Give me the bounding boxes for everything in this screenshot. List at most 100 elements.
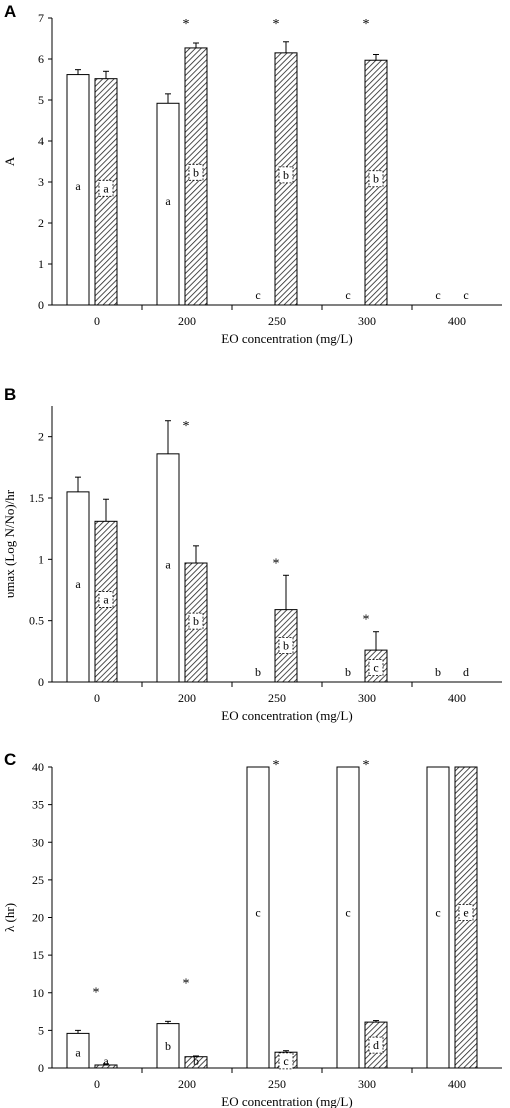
y-tick-label: 0 bbox=[38, 675, 44, 689]
y-tick-label: 1 bbox=[38, 257, 44, 271]
x-tick-label: 250 bbox=[268, 691, 286, 705]
significance-star: * bbox=[93, 985, 100, 1000]
significance-letter: b bbox=[193, 614, 199, 628]
y-axis-label: A bbox=[2, 156, 17, 166]
x-tick-label: 400 bbox=[448, 314, 466, 328]
significance-letter: b bbox=[283, 638, 289, 652]
significance-letter: c bbox=[435, 905, 440, 919]
significance-letter: b bbox=[373, 172, 379, 186]
significance-star: * bbox=[363, 758, 370, 773]
letter-box bbox=[368, 659, 384, 677]
y-tick-label: 10 bbox=[32, 986, 44, 1000]
x-tick-label: 300 bbox=[358, 1077, 376, 1091]
significance-letter: b bbox=[283, 168, 289, 182]
significance-letter: d bbox=[463, 665, 469, 679]
significance-letter: c bbox=[435, 288, 440, 302]
significance-letter: b bbox=[255, 665, 261, 679]
significance-star: * bbox=[183, 419, 190, 434]
y-axis-label: λ (hr) bbox=[2, 903, 17, 932]
letter-box bbox=[98, 179, 114, 197]
x-tick-label: 300 bbox=[358, 691, 376, 705]
x-tick-label: 200 bbox=[178, 691, 196, 705]
y-tick-label: 0 bbox=[38, 298, 44, 312]
significance-letter: c bbox=[345, 288, 350, 302]
hatched-bar bbox=[184, 1056, 208, 1069]
y-tick-label: 15 bbox=[32, 948, 44, 962]
x-tick-label: 300 bbox=[358, 314, 376, 328]
y-tick-label: 6 bbox=[38, 52, 44, 66]
y-tick-label: 1.5 bbox=[29, 491, 44, 505]
y-tick-label: 40 bbox=[32, 760, 44, 774]
significance-letter: b bbox=[193, 1054, 199, 1068]
x-tick-label: 250 bbox=[268, 314, 286, 328]
letter-box bbox=[188, 163, 204, 181]
chart-a-svg: A 0 1 2 3 4 5 6 7 A 0 a a 200 a b * 250 c b * 300 c b * 400 c c EO c… bbox=[2, 2, 502, 346]
significance-letter: b bbox=[435, 665, 441, 679]
significance-letter: a bbox=[103, 592, 109, 606]
significance-letter: b bbox=[193, 165, 199, 179]
x-axis-label: EO concentration (mg/L) bbox=[221, 331, 352, 346]
y-axis-label: υmax (Log N/No)/hr bbox=[2, 489, 17, 598]
y-tick-label: 4 bbox=[38, 134, 44, 148]
x-tick-label: 0 bbox=[94, 1077, 100, 1091]
letter-box bbox=[368, 1036, 384, 1054]
significance-star: * bbox=[363, 613, 370, 628]
x-tick-label: 200 bbox=[178, 314, 196, 328]
y-tick-label: 20 bbox=[32, 911, 44, 925]
open-bar bbox=[246, 766, 270, 1069]
significance-letter: a bbox=[75, 1045, 81, 1059]
y-tick-label: 0.5 bbox=[29, 614, 44, 628]
y-tick-label: 7 bbox=[38, 11, 44, 25]
chart-b-svg: B 0 0.5 1 1.5 2 υmax (Log N/No)/hr 0 a a 200 a b * 250… bbox=[2, 385, 502, 723]
significance-letter: a bbox=[165, 557, 171, 571]
y-tick-label: 0 bbox=[38, 1061, 44, 1075]
open-bar bbox=[336, 766, 360, 1069]
chart-panel-a: A 0 1 2 3 4 5 6 7 A 0 a a 200 a b * 250 c b * 300 c b * 400 c c EO c… bbox=[0, 0, 510, 369]
significance-letter: b bbox=[165, 1039, 171, 1053]
x-axis-label: EO concentration (mg/L) bbox=[221, 1094, 352, 1108]
significance-letter: a bbox=[75, 577, 81, 591]
panel-letter: B bbox=[4, 385, 16, 404]
significance-letter: c bbox=[255, 905, 260, 919]
y-tick-label: 1 bbox=[38, 552, 44, 566]
significance-star: * bbox=[363, 17, 370, 32]
significance-letter: a bbox=[75, 179, 81, 193]
significance-letter: a bbox=[103, 181, 109, 195]
y-tick-label: 35 bbox=[32, 798, 44, 812]
letter-box bbox=[188, 612, 204, 630]
significance-letter: c bbox=[283, 1054, 288, 1068]
significance-letter: c bbox=[255, 288, 260, 302]
significance-letter: a bbox=[165, 194, 171, 208]
letter-box bbox=[278, 1052, 294, 1070]
y-tick-label: 3 bbox=[38, 175, 44, 189]
significance-letter: c bbox=[463, 288, 468, 302]
y-tick-label: 25 bbox=[32, 873, 44, 887]
open-bar bbox=[156, 1023, 180, 1069]
significance-letter: c bbox=[345, 905, 350, 919]
letter-box bbox=[98, 591, 114, 608]
panel-letter: A bbox=[4, 2, 16, 21]
letter-box bbox=[278, 166, 294, 184]
x-tick-label: 400 bbox=[448, 1077, 466, 1091]
y-tick-label: 5 bbox=[38, 93, 44, 107]
significance-letter: c bbox=[373, 661, 378, 675]
y-tick-label: 5 bbox=[38, 1023, 44, 1037]
significance-letter: a bbox=[103, 1054, 109, 1068]
letter-box bbox=[458, 904, 474, 921]
y-tick-label: 30 bbox=[32, 835, 44, 849]
chart-panel-c: C 0 5 10 15 20 25 30 35 40 λ (hr) 0 a a * 200 b b * 250 c c * 3… bbox=[0, 739, 510, 1108]
significance-star: * bbox=[273, 758, 280, 773]
x-tick-label: 0 bbox=[94, 314, 100, 328]
open-bar bbox=[426, 766, 450, 1069]
significance-star: * bbox=[273, 17, 280, 32]
significance-letter: b bbox=[345, 665, 351, 679]
letter-box bbox=[278, 636, 294, 654]
significance-letter: d bbox=[373, 1038, 379, 1052]
significance-star: * bbox=[273, 556, 280, 571]
x-tick-label: 250 bbox=[268, 1077, 286, 1091]
x-tick-label: 0 bbox=[94, 691, 100, 705]
x-axis-label: EO concentration (mg/L) bbox=[221, 708, 352, 723]
x-tick-label: 400 bbox=[448, 691, 466, 705]
y-tick-label: 2 bbox=[38, 216, 44, 230]
